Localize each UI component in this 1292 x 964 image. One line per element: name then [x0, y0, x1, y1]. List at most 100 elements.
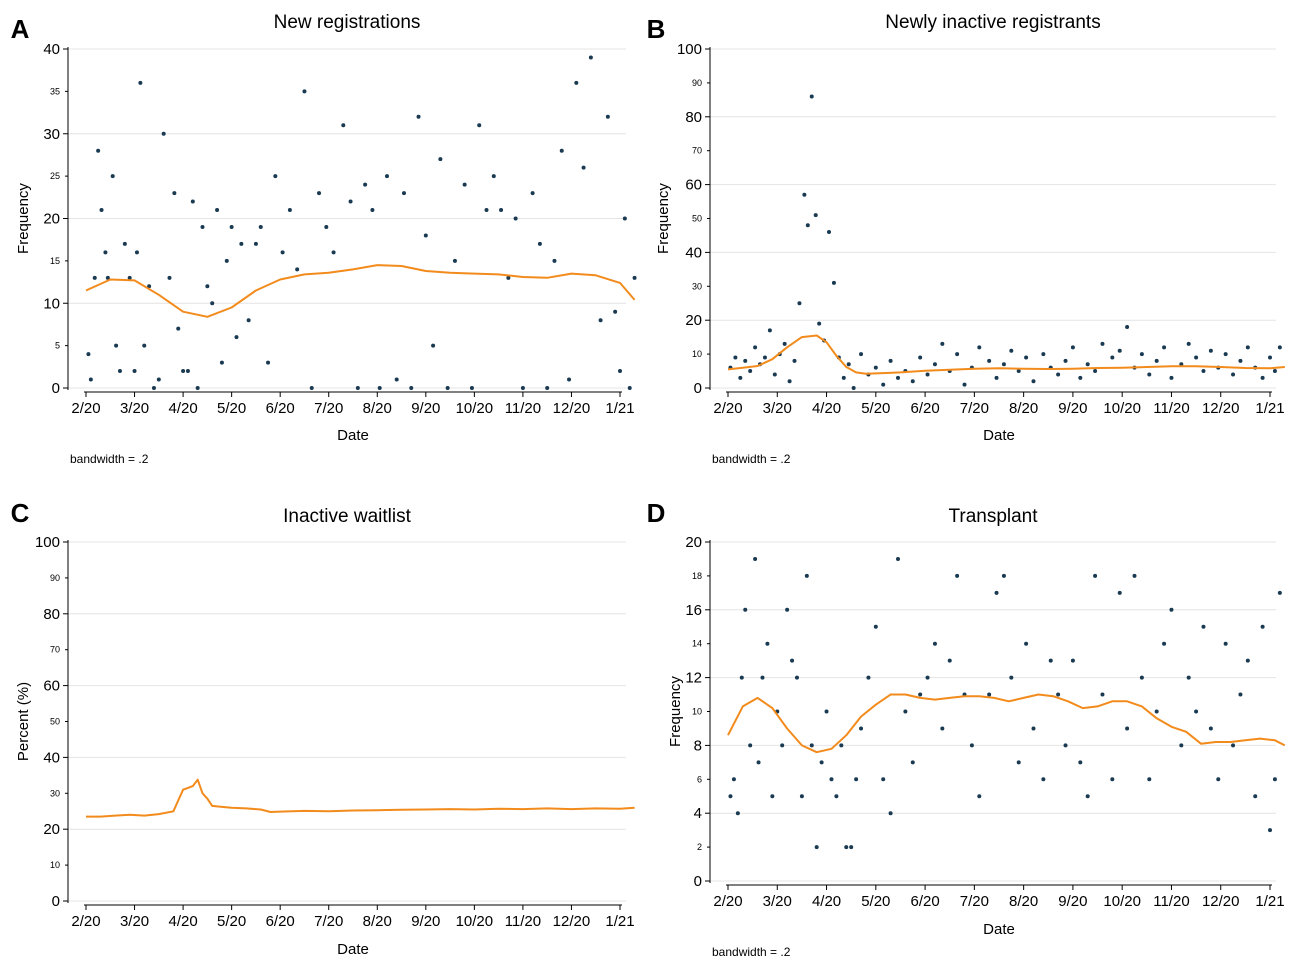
- panel-a-data-point: [302, 89, 307, 94]
- panel-d-data-point: [1238, 692, 1243, 697]
- panel-a-data-point: [122, 241, 127, 246]
- panel-a-bandwidth-note: bandwidth = .2: [70, 452, 149, 466]
- panel-a-data-point: [452, 258, 457, 263]
- panel-d-data-point: [910, 760, 915, 765]
- panel-a-data-point: [394, 377, 399, 382]
- panel-b-data-point: [1063, 358, 1068, 363]
- panel-b-data-point: [918, 355, 923, 360]
- panel-b-data-point: [1162, 345, 1167, 350]
- panel-b-data-point: [802, 192, 807, 197]
- panel-d-data-point: [780, 743, 785, 748]
- panel-d-data-point: [1085, 794, 1090, 799]
- panel-d-data-point: [849, 845, 854, 850]
- panel-d-data-point: [1041, 777, 1046, 782]
- panel-d-data-point: [739, 675, 744, 680]
- panel-c-title: Inactive waitlist: [283, 506, 411, 527]
- panel-d-data-point: [799, 794, 804, 799]
- panel-b-y-tick-label: 0: [694, 380, 702, 397]
- panel-a-data-point: [499, 208, 504, 213]
- panel-a-data-point: [142, 343, 147, 348]
- panel-d-data-point: [940, 726, 945, 731]
- panel-a-data-point: [88, 377, 93, 382]
- panel-d-data-point: [1216, 777, 1221, 782]
- panel-b-data-point: [851, 386, 856, 390]
- panel-a-data-point: [377, 386, 382, 390]
- panel-c-x-tick-label: 3/20: [120, 913, 149, 930]
- panel-d-x-tick-label: 4/20: [812, 893, 841, 910]
- panel-d-data-point: [1001, 573, 1006, 578]
- panel-d-fit-line: [727, 693, 1286, 754]
- panel-a-data-point: [253, 241, 258, 246]
- panel-d-data-point: [873, 624, 878, 629]
- panel-b-x-tick-label: 2/20: [713, 400, 742, 417]
- panel-d-data-point: [1117, 590, 1122, 595]
- panel-d-title: Transplant: [948, 506, 1038, 527]
- panel-a-data-point: [185, 369, 190, 374]
- panel-b-data-point: [1223, 352, 1228, 357]
- panel-d-data-point: [1147, 777, 1152, 782]
- panel-a-data-point: [156, 377, 161, 382]
- panel-a-x-tick-label: 2/20: [71, 400, 100, 417]
- panel-d-y-label: Frequency: [667, 676, 684, 747]
- panel-a-title: New registrations: [274, 12, 421, 33]
- panel-b-data-point: [762, 355, 767, 360]
- panel-b-data-point: [895, 375, 900, 380]
- panel-b-data-point: [932, 362, 937, 367]
- panel-d-y-minor-tick-label: 18: [692, 571, 702, 581]
- panel-a-data-point: [618, 369, 622, 374]
- panel-d-data-point: [1048, 658, 1053, 663]
- panel-b-data-point: [1016, 369, 1021, 374]
- panel-d-x-tick-label: 3/20: [763, 893, 792, 910]
- panel-a-x-tick-label: 1/21: [605, 400, 634, 417]
- panel-b-data-point: [1154, 358, 1159, 363]
- panel-d-data-point: [881, 777, 886, 782]
- panel-b-data-point: [1125, 324, 1130, 329]
- panel-b-data-point: [1041, 352, 1046, 357]
- panel-b-data-point: [787, 379, 792, 384]
- panel-b-data-point: [1139, 352, 1144, 357]
- panel-b-data-point: [1024, 355, 1029, 360]
- panel-a-x-label: Date: [337, 427, 369, 444]
- panel-d-data-point: [903, 709, 908, 714]
- panel-d-data-point: [1100, 692, 1105, 697]
- panel-d-data-point: [859, 726, 864, 731]
- panel-a-data-point: [138, 80, 143, 85]
- panel-b-data-point: [859, 352, 864, 357]
- panel-a-data-point: [477, 123, 482, 128]
- panel-d-data-point: [794, 675, 799, 680]
- panel-d-data-point: [1201, 624, 1206, 629]
- panel-a-data-point: [462, 182, 467, 187]
- panel-d-data-point: [1179, 743, 1184, 748]
- panel-d-data-point: [854, 777, 859, 782]
- panel-a-x-tick-label: 5/20: [217, 400, 246, 417]
- panel-b-data-point: [1179, 362, 1184, 367]
- panel-d-data-point: [1125, 726, 1130, 731]
- panel-b-data-point: [1272, 369, 1277, 374]
- panel-b-data-point: [1260, 375, 1265, 380]
- panel-a-data-point: [114, 343, 119, 348]
- panel-d-x-tick-label: 9/20: [1058, 893, 1087, 910]
- panel-b-x-tick-label: 3/20: [763, 400, 792, 417]
- panel-d-data-point: [1139, 675, 1144, 680]
- panel-b-data-point: [792, 358, 797, 363]
- panel-d-data-point: [932, 641, 937, 646]
- panel-a-data-point: [151, 386, 156, 390]
- panel-b-data-point: [772, 372, 777, 377]
- panel-a-data-point: [161, 131, 166, 136]
- panel-b-data-point: [977, 345, 982, 350]
- panel-b-data-point: [1268, 355, 1272, 360]
- panel-a-data-point: [506, 275, 511, 280]
- panel-c-y-minor-tick-label: 30: [50, 788, 60, 798]
- panel-a-data-point: [409, 386, 414, 390]
- panel-b-label: B: [647, 14, 666, 44]
- panel-a-y-tick-label: 40: [43, 41, 60, 58]
- panel-b-data-point: [1238, 358, 1243, 363]
- panel-b-data-point: [1208, 348, 1213, 353]
- panel-a-x-tick-label: 7/20: [314, 400, 343, 417]
- panel-d-x-tick-label: 10/20: [1103, 893, 1141, 910]
- panel-d-data-point: [866, 675, 871, 680]
- panel-b-title: Newly inactive registrants: [885, 12, 1100, 33]
- panel-a-data-point: [598, 318, 603, 323]
- panel-c-x-tick-label: 8/20: [363, 913, 392, 930]
- panel-c-label: C: [11, 498, 30, 528]
